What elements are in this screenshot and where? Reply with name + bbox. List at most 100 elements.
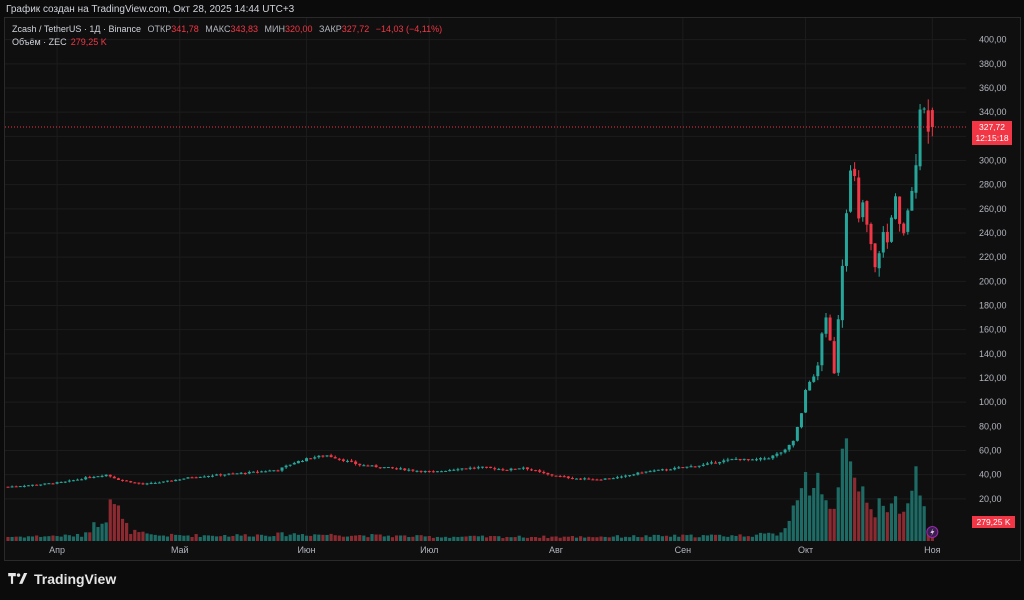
candle-body bbox=[112, 476, 116, 479]
volume-bar bbox=[292, 533, 296, 541]
candle-body bbox=[292, 462, 296, 465]
candle-body bbox=[76, 479, 80, 481]
price-candles bbox=[6, 99, 939, 538]
legend-volume-label[interactable]: Объём · ZEC bbox=[12, 37, 67, 47]
candle-body bbox=[182, 478, 186, 480]
volume-bar bbox=[611, 536, 615, 541]
volume-bar bbox=[419, 535, 423, 541]
tradingview-brand[interactable]: TradingView bbox=[8, 571, 116, 587]
candle-body bbox=[587, 478, 591, 480]
volume-bar bbox=[75, 533, 80, 541]
candle-body bbox=[104, 474, 108, 477]
candle-body bbox=[108, 474, 112, 477]
volume-bar bbox=[423, 536, 427, 541]
volume-bar bbox=[742, 536, 746, 541]
volume-bar bbox=[795, 500, 799, 541]
candle-body bbox=[14, 486, 18, 488]
candle-body bbox=[305, 458, 309, 462]
volume-bar bbox=[239, 535, 243, 541]
legend-row-price: Zcash / TetherUS · 1Д · Binance ОТКР341,… bbox=[12, 23, 442, 36]
volume-bar bbox=[370, 534, 374, 541]
candle-body bbox=[787, 444, 791, 450]
tradingview-logo-icon bbox=[8, 573, 28, 584]
candle-body bbox=[178, 479, 182, 481]
volume-bar bbox=[165, 536, 170, 541]
candle-body bbox=[759, 458, 763, 460]
candle-body bbox=[783, 449, 787, 453]
volume-bar bbox=[828, 508, 832, 541]
candle-body bbox=[894, 196, 898, 219]
volume-bar bbox=[268, 536, 272, 541]
volume-bar bbox=[435, 536, 440, 541]
chart-caption: График создан на TradingView.com, Окт 28… bbox=[6, 4, 295, 15]
candle-body bbox=[795, 426, 799, 441]
candle-body bbox=[775, 453, 779, 456]
candle-body bbox=[59, 481, 63, 483]
volume-bar bbox=[235, 534, 239, 541]
candle-body bbox=[47, 483, 51, 485]
candle-body bbox=[116, 478, 120, 480]
y-tick-label: 240,00 bbox=[979, 228, 1007, 238]
candle-body bbox=[771, 455, 775, 459]
lightning-icon[interactable] bbox=[926, 526, 939, 538]
candle-body bbox=[722, 460, 726, 463]
volume-bar bbox=[623, 536, 628, 541]
candle-body bbox=[407, 469, 411, 471]
volume-bar bbox=[709, 534, 714, 541]
candle-body bbox=[435, 471, 439, 473]
candle-body bbox=[836, 319, 840, 373]
candle-body bbox=[219, 474, 223, 476]
candle-body bbox=[6, 486, 10, 488]
candle-body bbox=[534, 470, 538, 472]
volume-bar bbox=[182, 535, 186, 541]
chart-legend: Zcash / TetherUS · 1Д · Binance ОТКР341,… bbox=[12, 23, 442, 49]
y-tick-label: 300,00 bbox=[979, 156, 1007, 166]
candle-body bbox=[550, 474, 554, 476]
volume-bar bbox=[276, 532, 280, 541]
candle-body bbox=[362, 465, 366, 467]
chart-grid bbox=[5, 18, 966, 541]
y-tick-label: 140,00 bbox=[979, 349, 1007, 359]
candle-body bbox=[243, 473, 247, 475]
candle-body bbox=[317, 455, 321, 458]
candle-body bbox=[566, 476, 570, 479]
candle-body bbox=[325, 455, 329, 457]
x-tick-label: Сен bbox=[675, 545, 692, 555]
volume-bar bbox=[906, 503, 910, 541]
volume-bar bbox=[534, 537, 538, 541]
volume-bar bbox=[14, 536, 18, 541]
volume-bar bbox=[640, 537, 644, 541]
y-tick-label: 20,00 bbox=[979, 494, 1002, 504]
candle-body bbox=[67, 480, 71, 482]
candle-body bbox=[260, 471, 264, 473]
y-tick-label: 400,00 bbox=[979, 35, 1007, 45]
volume-bar bbox=[636, 537, 640, 541]
volume-bar bbox=[394, 535, 399, 541]
volume-bar bbox=[501, 538, 505, 541]
candle-body bbox=[382, 467, 386, 469]
volume-bar bbox=[648, 536, 652, 541]
volume-bar bbox=[918, 495, 922, 541]
volume-bar bbox=[202, 535, 206, 541]
volume-bar bbox=[431, 537, 435, 541]
volume-bar bbox=[848, 461, 853, 541]
volume-bar bbox=[161, 535, 166, 541]
candle-body bbox=[742, 458, 746, 460]
volume-bar bbox=[120, 518, 125, 541]
legend-symbol[interactable]: Zcash / TetherUS · 1Д · Binance bbox=[12, 24, 141, 34]
candle-body bbox=[804, 390, 808, 413]
candle-body bbox=[730, 459, 734, 461]
candle-body bbox=[251, 471, 255, 473]
candle-body bbox=[476, 467, 480, 469]
candle-body bbox=[223, 474, 227, 476]
volume-bar bbox=[910, 490, 914, 541]
volume-bar bbox=[198, 536, 202, 541]
candle-body bbox=[767, 458, 771, 460]
volume-bar bbox=[272, 536, 276, 541]
candle-body bbox=[448, 470, 452, 472]
candle-body bbox=[906, 210, 910, 232]
legend-open-label: ОТКР bbox=[147, 24, 172, 34]
volume-bar bbox=[67, 535, 71, 541]
candle-body bbox=[206, 475, 210, 477]
